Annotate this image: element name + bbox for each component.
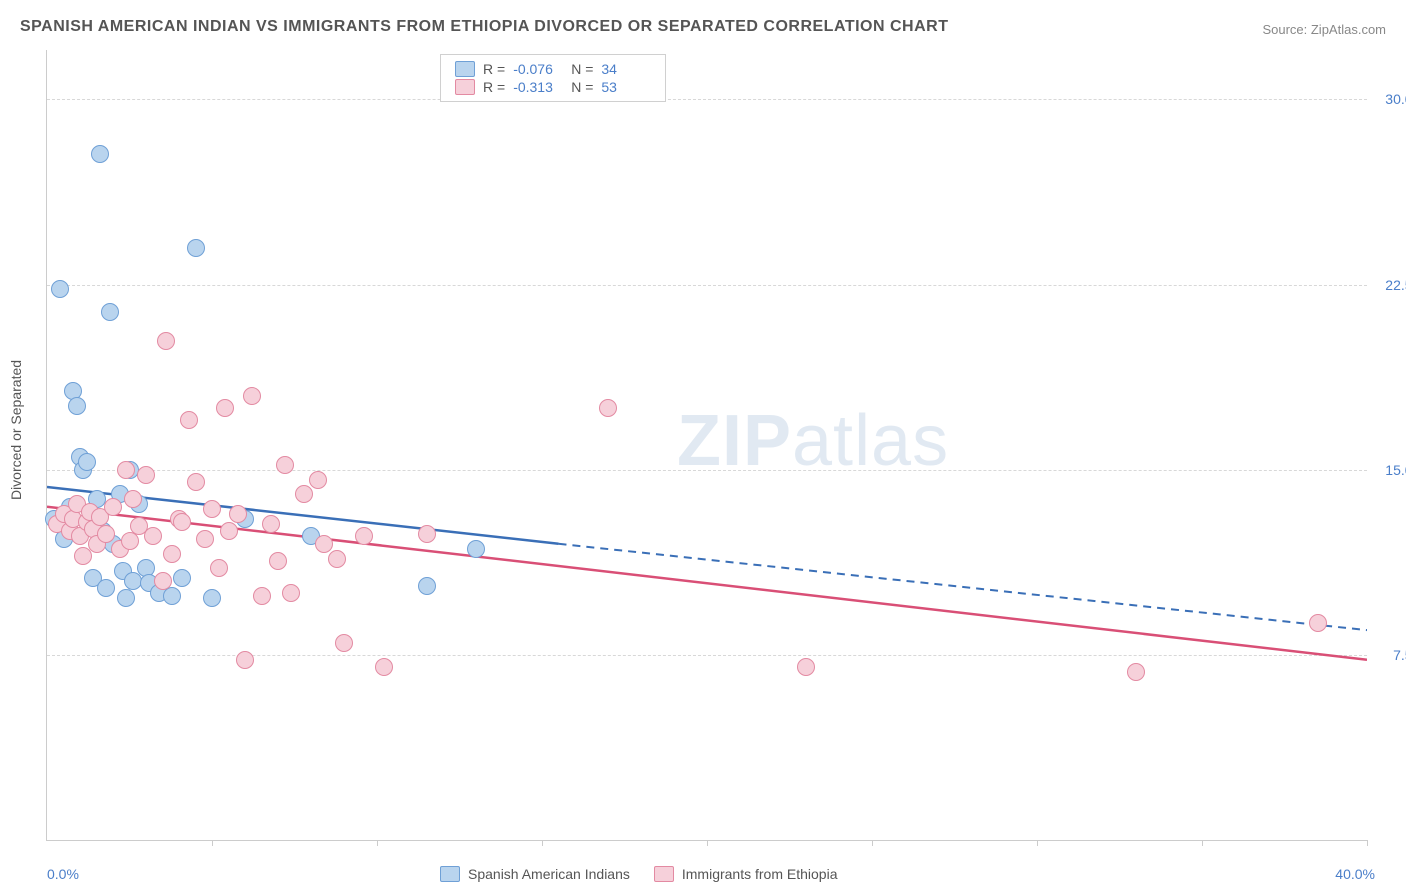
- legend-series-item: Spanish American Indians: [440, 866, 630, 882]
- legend-r-label: R =: [483, 79, 505, 95]
- scatter-point: [203, 500, 221, 518]
- y-tick-label: 22.5%: [1385, 277, 1406, 293]
- scatter-point: [315, 535, 333, 553]
- scatter-point: [328, 550, 346, 568]
- scatter-point: [104, 498, 122, 516]
- legend-r-value: -0.313: [513, 79, 563, 95]
- scatter-point: [418, 525, 436, 543]
- scatter-point: [276, 456, 294, 474]
- y-tick-label: 15.0%: [1385, 462, 1406, 478]
- plot-area: ZIPatlas 7.5%15.0%22.5%30.0%0.0%40.0%: [46, 50, 1367, 841]
- legend-n-label: N =: [571, 79, 593, 95]
- legend-n-label: N =: [571, 61, 593, 77]
- legend-series: Spanish American Indians Immigrants from …: [440, 866, 837, 882]
- x-tick-mark: [542, 840, 543, 846]
- scatter-point: [78, 453, 96, 471]
- y-tick-label: 7.5%: [1393, 647, 1406, 663]
- scatter-point: [196, 530, 214, 548]
- scatter-point: [117, 461, 135, 479]
- scatter-point: [124, 490, 142, 508]
- scatter-point: [216, 399, 234, 417]
- scatter-point: [355, 527, 373, 545]
- x-tick-label: 40.0%: [1335, 866, 1375, 882]
- scatter-point: [51, 280, 69, 298]
- scatter-point: [1127, 663, 1145, 681]
- legend-series-item: Immigrants from Ethiopia: [654, 866, 838, 882]
- source-label: Source: ZipAtlas.com: [1262, 22, 1386, 37]
- legend-swatch: [440, 866, 460, 882]
- scatter-point: [163, 545, 181, 563]
- x-tick-mark: [1037, 840, 1038, 846]
- scatter-point: [295, 485, 313, 503]
- scatter-point: [236, 651, 254, 669]
- trend-line-dashed: [559, 544, 1368, 630]
- scatter-point: [117, 589, 135, 607]
- scatter-point: [253, 587, 271, 605]
- scatter-point: [137, 466, 155, 484]
- scatter-point: [220, 522, 238, 540]
- legend-correlation: R = -0.076 N = 34 R = -0.313 N = 53: [440, 54, 666, 102]
- scatter-point: [375, 658, 393, 676]
- scatter-point: [243, 387, 261, 405]
- scatter-point: [180, 411, 198, 429]
- chart-container: SPANISH AMERICAN INDIAN VS IMMIGRANTS FR…: [0, 0, 1406, 892]
- x-tick-mark: [377, 840, 378, 846]
- scatter-point: [269, 552, 287, 570]
- scatter-point: [418, 577, 436, 595]
- scatter-point: [173, 513, 191, 531]
- scatter-point: [187, 239, 205, 257]
- scatter-point: [309, 471, 327, 489]
- scatter-point: [144, 527, 162, 545]
- scatter-point: [157, 332, 175, 350]
- y-tick-label: 30.0%: [1385, 91, 1406, 107]
- legend-n-value: 34: [601, 61, 651, 77]
- gridline: [47, 99, 1367, 100]
- scatter-point: [101, 303, 119, 321]
- legend-swatch: [654, 866, 674, 882]
- scatter-point: [599, 399, 617, 417]
- x-tick-label: 0.0%: [47, 866, 79, 882]
- legend-correlation-row: R = -0.076 N = 34: [455, 61, 651, 77]
- legend-r-value: -0.076: [513, 61, 563, 77]
- scatter-point: [173, 569, 191, 587]
- scatter-point: [97, 525, 115, 543]
- scatter-point: [91, 145, 109, 163]
- scatter-point: [467, 540, 485, 558]
- legend-r-label: R =: [483, 61, 505, 77]
- legend-n-value: 53: [601, 79, 651, 95]
- trend-line-solid: [47, 507, 1367, 660]
- scatter-point: [1309, 614, 1327, 632]
- scatter-point: [262, 515, 280, 533]
- legend-swatch: [455, 79, 475, 95]
- gridline: [47, 470, 1367, 471]
- scatter-point: [97, 579, 115, 597]
- scatter-point: [229, 505, 247, 523]
- x-tick-mark: [212, 840, 213, 846]
- scatter-point: [163, 587, 181, 605]
- x-tick-mark: [707, 840, 708, 846]
- x-tick-mark: [1202, 840, 1203, 846]
- legend-correlation-row: R = -0.313 N = 53: [455, 79, 651, 95]
- scatter-point: [335, 634, 353, 652]
- gridline: [47, 285, 1367, 286]
- scatter-point: [282, 584, 300, 602]
- scatter-point: [68, 397, 86, 415]
- legend-series-label: Spanish American Indians: [468, 866, 630, 882]
- x-tick-mark: [872, 840, 873, 846]
- scatter-point: [187, 473, 205, 491]
- x-tick-mark: [1367, 840, 1368, 846]
- y-axis-label: Divorced or Separated: [8, 360, 24, 500]
- scatter-point: [154, 572, 172, 590]
- scatter-point: [797, 658, 815, 676]
- scatter-point: [210, 559, 228, 577]
- legend-swatch: [455, 61, 475, 77]
- legend-series-label: Immigrants from Ethiopia: [682, 866, 838, 882]
- scatter-point: [203, 589, 221, 607]
- chart-title: SPANISH AMERICAN INDIAN VS IMMIGRANTS FR…: [20, 18, 948, 36]
- trend-lines: [47, 50, 1367, 840]
